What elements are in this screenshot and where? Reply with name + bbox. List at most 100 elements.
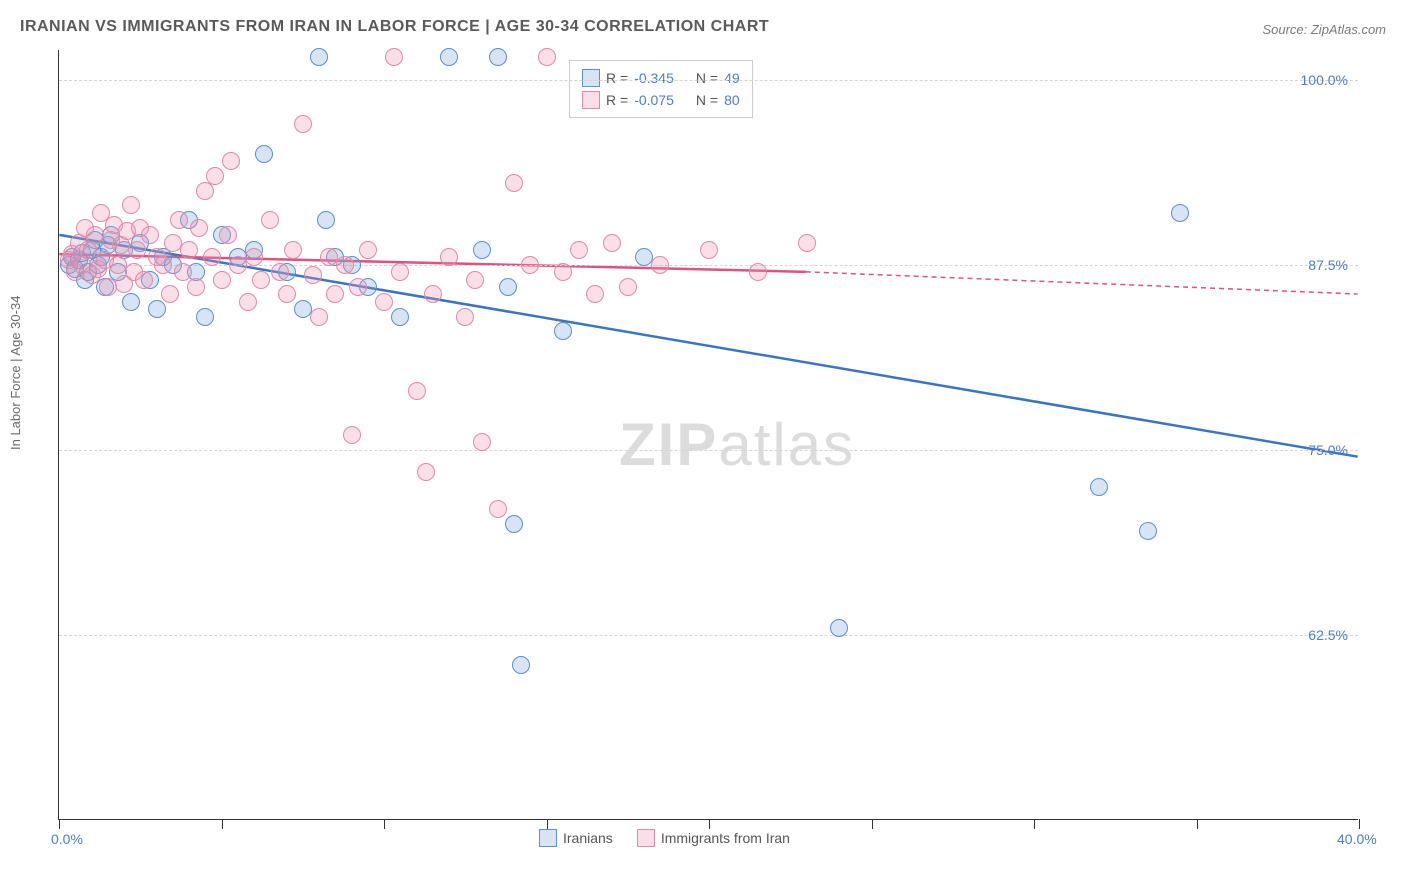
scatter-point [505, 515, 523, 533]
scatter-point [310, 48, 328, 66]
scatter-point [440, 248, 458, 266]
scatter-point [135, 271, 153, 289]
source-attribution: Source: ZipAtlas.com [1262, 22, 1386, 37]
y-tick-label: 87.5% [1308, 257, 1348, 273]
scatter-point [349, 278, 367, 296]
scatter-point [651, 256, 669, 274]
series-legend: Iranians Immigrants from Iran [539, 829, 790, 847]
scatter-point [505, 174, 523, 192]
scatter-point [440, 48, 458, 66]
scatter-point [190, 219, 208, 237]
legend-swatch [582, 91, 600, 109]
y-tick-label: 100.0% [1301, 72, 1348, 88]
x-tick [872, 819, 873, 829]
scatter-point [317, 211, 335, 229]
scatter-point [294, 115, 312, 133]
scatter-point [161, 285, 179, 303]
legend-n-label: N = [696, 67, 718, 89]
scatter-point [196, 308, 214, 326]
x-tick-label: 40.0% [1337, 831, 1377, 847]
x-tick [709, 819, 710, 829]
scatter-point [586, 285, 604, 303]
scatter-point [213, 271, 231, 289]
scatter-point [278, 285, 296, 303]
legend-swatch [582, 69, 600, 87]
scatter-point [408, 382, 426, 400]
scatter-point [122, 196, 140, 214]
x-tick-label: 0.0% [51, 831, 83, 847]
scatter-point [304, 266, 322, 284]
scatter-point [830, 619, 848, 637]
scatter-point [187, 278, 205, 296]
legend-swatch [539, 829, 557, 847]
scatter-point [521, 256, 539, 274]
scatter-point [473, 241, 491, 259]
trend-line [59, 235, 1357, 457]
scatter-point [245, 248, 263, 266]
scatter-point [174, 263, 192, 281]
scatter-point [86, 226, 104, 244]
legend-series-item: Immigrants from Iran [637, 829, 790, 847]
legend-r-label: R = [606, 89, 628, 111]
scatter-point [424, 285, 442, 303]
scatter-point [229, 256, 247, 274]
watermark: ZIPatlas [619, 410, 855, 479]
scatter-point [489, 48, 507, 66]
scatter-point [343, 426, 361, 444]
y-tick-label: 75.0% [1308, 442, 1348, 458]
trend-lines-layer [59, 50, 1358, 819]
scatter-point [375, 293, 393, 311]
scatter-point [1171, 204, 1189, 222]
scatter-point [255, 145, 273, 163]
scatter-point [391, 308, 409, 326]
scatter-point [570, 241, 588, 259]
scatter-point [148, 300, 166, 318]
scatter-point [154, 256, 172, 274]
scatter-point [99, 278, 117, 296]
scatter-point [489, 500, 507, 518]
scatter-point [206, 167, 224, 185]
chart-title: IRANIAN VS IMMIGRANTS FROM IRAN IN LABOR… [20, 18, 769, 36]
legend-n-label: N = [696, 89, 718, 111]
y-tick-label: 62.5% [1308, 627, 1348, 643]
x-tick [1034, 819, 1035, 829]
scatter-point [180, 241, 198, 259]
scatter-point [603, 234, 621, 252]
scatter-point [261, 211, 279, 229]
legend-series-label: Immigrants from Iran [661, 830, 790, 846]
correlation-legend: R =-0.345N =49R =-0.075N =80 [569, 60, 753, 118]
scatter-point [499, 278, 517, 296]
legend-row: R =-0.075N =80 [582, 89, 740, 111]
scatter-point [749, 263, 767, 281]
gridline [59, 635, 1358, 636]
x-tick [59, 819, 60, 829]
scatter-point [222, 152, 240, 170]
scatter-point [473, 433, 491, 451]
scatter-point [700, 241, 718, 259]
scatter-point [284, 241, 302, 259]
x-tick [384, 819, 385, 829]
scatter-point [336, 256, 354, 274]
scatter-point [326, 285, 344, 303]
scatter-point [385, 48, 403, 66]
scatter-point [466, 271, 484, 289]
scatter-point [141, 226, 159, 244]
legend-n-value: 49 [724, 67, 740, 89]
legend-r-label: R = [606, 67, 628, 89]
x-tick [1359, 819, 1360, 829]
scatter-point [554, 322, 572, 340]
watermark-bold: ZIP [619, 411, 718, 478]
scatter-point [1139, 522, 1157, 540]
x-tick [547, 819, 548, 829]
scatter-point [512, 656, 530, 674]
scatter-point [252, 271, 270, 289]
scatter-point [170, 211, 188, 229]
scatter-point [1090, 478, 1108, 496]
scatter-point [128, 241, 146, 259]
legend-series-item: Iranians [539, 829, 613, 847]
scatter-point [798, 234, 816, 252]
gridline [59, 450, 1358, 451]
scatter-point [310, 308, 328, 326]
gridline [59, 80, 1358, 81]
scatter-point [359, 241, 377, 259]
